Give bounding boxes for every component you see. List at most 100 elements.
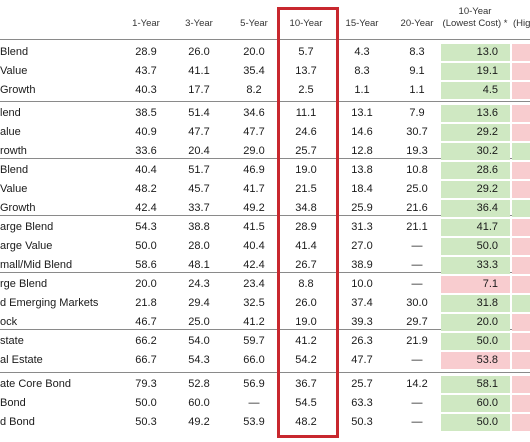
cell-y15: 18.4 <box>351 183 373 195</box>
cell-highest-cost-clipped <box>512 376 530 393</box>
cell-y1: 54.3 <box>135 221 157 233</box>
cell-y20: 7.9 <box>409 107 425 119</box>
cell-y15: 10.0 <box>351 278 373 290</box>
cell-highest-cost-clipped <box>512 276 530 293</box>
cell-y3: 41.1 <box>188 65 210 77</box>
cell-highest-cost-clipped <box>512 143 530 160</box>
cell-y20: 30.0 <box>406 297 428 309</box>
cell-y20: — <box>411 240 423 252</box>
cell-lowest-cost: 58.1 <box>441 376 510 393</box>
cell-y3: 54.0 <box>188 335 210 347</box>
cell-highest-cost-clipped <box>512 238 530 255</box>
header-20-year: 20-Year <box>400 18 434 29</box>
cell-y5: 20.0 <box>243 46 265 58</box>
cell-y20: 1.1 <box>409 84 425 96</box>
cell-y20: 30.7 <box>406 126 428 138</box>
cell-y1: 58.6 <box>135 259 157 271</box>
cell-y5: 56.9 <box>243 378 265 390</box>
cell-highest-cost-clipped <box>512 414 530 431</box>
row-label: arge Value <box>0 240 53 252</box>
header-1-year: 1-Year <box>132 18 160 29</box>
cell-y10: 19.0 <box>295 164 317 176</box>
group-divider <box>0 329 530 330</box>
ten-year-highlight-box <box>277 7 339 438</box>
cell-y20: — <box>411 416 423 428</box>
cell-y3: 51.7 <box>188 164 210 176</box>
cell-y3: 51.4 <box>188 107 210 119</box>
header-10-year: 10-Year <box>289 18 323 29</box>
row-label: al Estate <box>0 354 43 366</box>
header-3-year: 3-Year <box>185 18 213 29</box>
row-label: Value <box>0 65 28 77</box>
cell-y10: 54.2 <box>295 354 317 366</box>
cell-highest-cost-clipped <box>512 333 530 350</box>
table-row: arge Value 50.0 28.0 40.4 41.4 27.0 — 50.0 <box>0 237 530 256</box>
cell-y1: 43.7 <box>135 65 157 77</box>
cell-y10: 48.2 <box>295 416 317 428</box>
row-label: alue <box>0 126 21 138</box>
cell-y5: 42.4 <box>243 259 265 271</box>
cell-y10: 41.4 <box>295 240 317 252</box>
table-row: ock 46.7 25.0 41.2 19.0 39.3 29.7 20.0 <box>0 313 530 332</box>
table-row: Growth 40.3 17.7 8.2 2.5 1.1 1.1 4.5 <box>0 81 530 100</box>
cell-y10: 13.7 <box>295 65 317 77</box>
group-divider <box>0 39 530 40</box>
row-label: rowth <box>0 145 27 157</box>
cell-lowest-cost: 7.1 <box>441 276 510 293</box>
row-label: Blend <box>0 164 29 176</box>
cell-y5: 66.0 <box>243 354 265 366</box>
cell-y5: 29.0 <box>243 145 265 157</box>
cell-y3: 47.7 <box>188 126 210 138</box>
table-row: state 66.2 54.0 59.7 41.2 26.3 21.9 50.0 <box>0 332 530 351</box>
cell-lowest-cost: 53.8 <box>441 352 510 369</box>
row-label: ate Core Bond <box>0 378 71 390</box>
cell-y3: 45.7 <box>188 183 210 195</box>
cell-highest-cost-clipped <box>512 82 530 99</box>
cell-y5: 47.7 <box>243 126 265 138</box>
cell-y1: 50.3 <box>135 416 157 428</box>
cell-y15: 50.3 <box>351 416 373 428</box>
table-row: d Bond 50.3 49.2 53.9 48.2 50.3 — 50.0 <box>0 413 530 432</box>
cell-y15: 47.7 <box>351 354 373 366</box>
cell-lowest-cost: 50.0 <box>441 333 510 350</box>
cell-y3: 29.4 <box>188 297 210 309</box>
cell-y20: 14.2 <box>406 378 428 390</box>
cell-y1: 38.5 <box>135 107 157 119</box>
cell-y1: 42.4 <box>135 202 157 214</box>
cell-y20: 21.6 <box>406 202 428 214</box>
table-row: Blend 28.9 26.0 20.0 5.7 4.3 8.3 13.0 <box>0 43 530 62</box>
cell-y3: 17.7 <box>188 84 210 96</box>
table-row: d Emerging Markets 21.8 29.4 32.5 26.0 37.4 30… <box>0 294 530 313</box>
cell-y1: 79.3 <box>135 378 157 390</box>
group-divider <box>0 215 530 216</box>
row-label: mall/Mid Blend <box>0 259 73 271</box>
cell-y15: 39.3 <box>351 316 373 328</box>
cell-y10: 19.0 <box>295 316 317 328</box>
cell-y1: 28.9 <box>135 46 157 58</box>
cell-y15: 37.4 <box>351 297 373 309</box>
row-label: Value <box>0 183 28 195</box>
row-label: Bond <box>0 397 26 409</box>
cell-y10: 21.5 <box>295 183 317 195</box>
cell-y3: 38.8 <box>188 221 210 233</box>
cell-y1: 33.6 <box>135 145 157 157</box>
cell-highest-cost-clipped <box>512 352 530 369</box>
table-row: al Estate 66.7 54.3 66.0 54.2 47.7 — 53.8 <box>0 351 530 370</box>
table-row: Bond 50.0 60.0 — 54.5 63.3 — 60.0 <box>0 394 530 413</box>
cell-y10: 54.5 <box>295 397 317 409</box>
cell-y20: 19.3 <box>406 145 428 157</box>
row-label: lend <box>0 107 21 119</box>
cell-y20: — <box>411 278 423 290</box>
cell-y15: 38.9 <box>351 259 373 271</box>
cell-lowest-cost: 29.2 <box>441 124 510 141</box>
cell-lowest-cost: 20.0 <box>441 314 510 331</box>
cell-y3: 33.7 <box>188 202 210 214</box>
cell-y5: 32.5 <box>243 297 265 309</box>
cell-y15: 26.3 <box>351 335 373 347</box>
row-label: state <box>0 335 24 347</box>
row-label: arge Blend <box>0 221 54 233</box>
row-label: rge Blend <box>0 278 48 290</box>
cell-y20: 10.8 <box>406 164 428 176</box>
cell-y20: 21.1 <box>406 221 428 233</box>
cell-lowest-cost: 41.7 <box>441 219 510 236</box>
